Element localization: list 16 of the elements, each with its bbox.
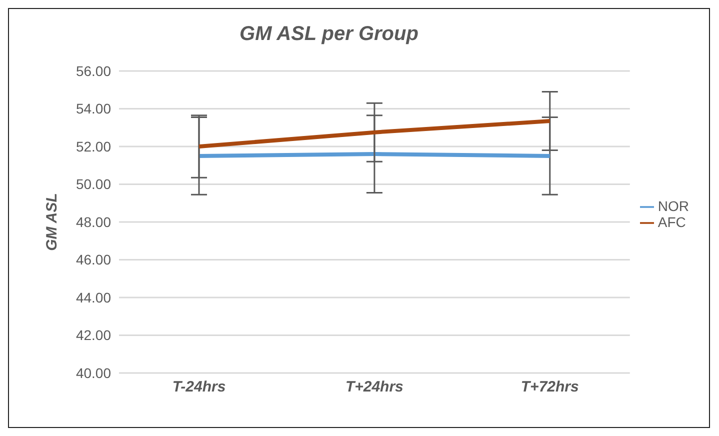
y-tick-label: 52.00 <box>76 138 112 154</box>
x-tick-label: T-24hrs <box>172 378 226 396</box>
y-axis-title: GM ASL <box>43 193 60 251</box>
x-tick-label: T+72hrs <box>520 378 579 396</box>
chart-title: GM ASL per Group <box>238 23 420 46</box>
y-tick-label: 46.00 <box>76 252 112 268</box>
y-tick-label: 48.00 <box>76 214 112 230</box>
y-tick-label: 44.00 <box>76 289 112 306</box>
y-tick-label: 56.00 <box>76 62 112 79</box>
x-tick-label: T+24hrs <box>345 378 404 396</box>
legend-label: NOR <box>658 198 689 214</box>
legend-label: AFC <box>658 214 686 230</box>
y-tick-label: 40.00 <box>76 364 112 381</box>
y-tick-label: 50.00 <box>76 176 112 192</box>
y-tick-label: 42.00 <box>76 327 112 344</box>
y-tick-label: 54.00 <box>76 100 112 117</box>
